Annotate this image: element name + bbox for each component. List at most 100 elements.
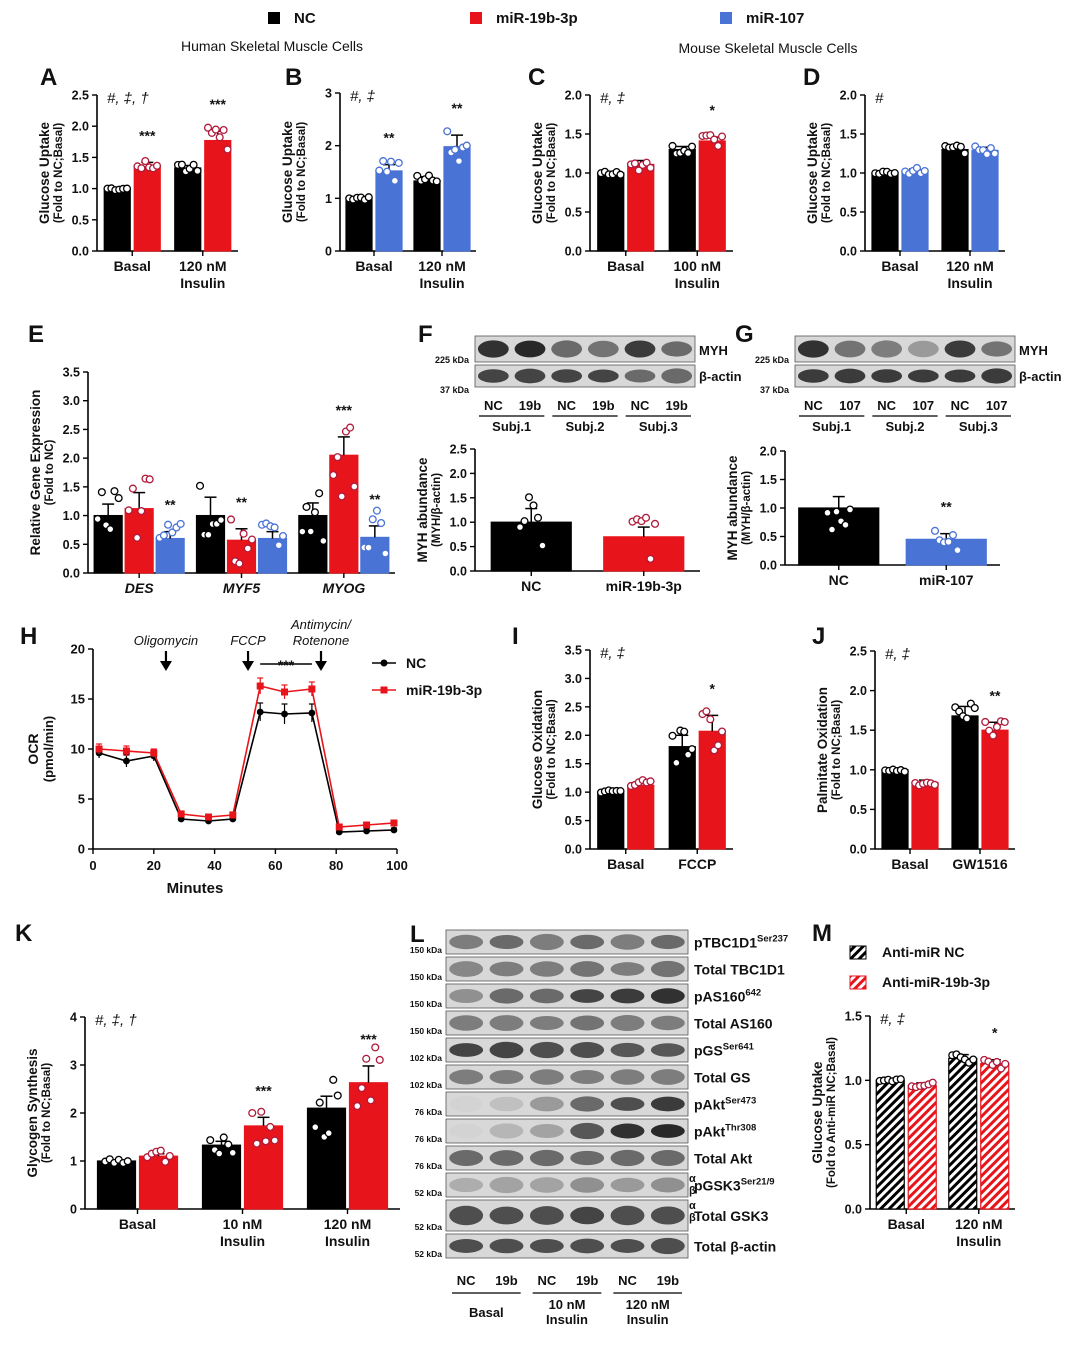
y-axis-label: Glucose Uptake [810,1061,825,1164]
h-legend-nc-label: NC [406,655,426,671]
blot-strip [445,1064,689,1090]
data-point [390,176,399,185]
lane-label: NC [877,398,896,413]
blot-band [871,369,903,383]
lane-label: NC [631,398,650,413]
y-tick-label: 5 [78,792,85,807]
kda-marker: 150 kDa [410,1026,442,1036]
lane-label: 19b [665,398,687,413]
bar [103,188,131,252]
data-point [371,1043,380,1052]
blot-row-label-sup: Ser237 [757,934,788,945]
blot-row-label: Total β-actin [694,1239,776,1255]
data-point [315,1098,324,1107]
data-point [306,527,315,536]
data-point [176,519,185,528]
blot-band [570,1150,605,1166]
data-point [710,135,719,144]
data-point [706,715,715,724]
group-label: Basal [607,258,644,274]
significance-marks: #, ‡ [600,90,626,107]
data-point [353,1102,362,1111]
blot-band [449,1069,484,1085]
data-point [308,685,316,693]
y-axis-sublabel: (Fold to NC;Basal) [41,1063,53,1163]
data-point [219,125,228,135]
data-point [337,492,346,501]
blot-row-label: Total Akt [694,1151,753,1167]
blot-row-label: Total TBC1D1 [694,962,785,978]
bar [907,1084,937,1210]
group-label: Basal [888,1216,925,1232]
data-point [982,150,991,159]
blot-band [449,1095,484,1113]
y-tick-label: 0.0 [760,559,777,573]
group-label: MYF5 [223,580,261,596]
data-point [992,1057,1001,1067]
data-point [646,554,655,563]
chart-g: G 0.0 0.5 1.0 1.5 2.0 MYH abundance (MYH/β-acti… [725,321,1000,588]
bar [980,1063,1010,1210]
y-axis-sublabel: (MYH/β-actin) [431,473,443,547]
data-point [981,717,990,727]
blot-strip [445,983,689,1009]
group-label: 120 nM [955,1216,1002,1232]
blot-row-label-sup: Ser21/9 [741,1177,775,1188]
blot-row-label: β-actin [1019,369,1062,384]
blot-band [489,1041,524,1059]
injection-label: Oligomycin [134,633,198,648]
blot-row-label-main: Total GS [694,1070,751,1086]
bar [698,140,726,252]
data-point [960,149,969,158]
blot-band [449,988,484,1004]
data-point [454,157,464,166]
blot-row-label: Total AS160 [694,1016,773,1032]
blot-row-label-sup: Thr308 [725,1123,756,1134]
kda-marker: 150 kDa [410,972,442,982]
blot-band [981,341,1013,357]
group-label: Basal [119,1216,156,1232]
significance-star: *** [360,1031,377,1047]
chart-j: J 0.0 0.5 1.0 1.5 2.0 2.5 Palmitate Oxidation (F… [812,623,1015,872]
data-point [386,157,396,166]
y-tick-label: 1.5 [565,757,582,771]
significance-star: ** [165,497,176,513]
data-point [948,531,958,540]
data-point [239,529,248,538]
x-tick-label: 40 [207,858,221,873]
y-tick-label: 0.0 [63,567,80,581]
data-point [137,164,146,173]
data-point [912,163,921,172]
legend-swatch-nc [268,12,280,24]
bar [133,166,161,252]
blot-band [650,1177,685,1193]
significance-star: ** [236,494,247,510]
bar [627,784,655,850]
data-point [122,747,130,755]
blot-band [610,962,645,976]
y-tick-label: 1.0 [72,182,89,196]
bar [306,1107,347,1210]
blot-band [477,340,509,358]
blot-band [834,340,866,358]
y-axis-label: Glucose Uptake [37,121,52,224]
data-point [928,1078,937,1087]
kda-marker: 52 kDa [415,1249,443,1259]
blot-band [529,988,564,1004]
data-point [350,482,359,491]
bar [951,715,979,850]
panel-letter-a: A [40,64,57,91]
data-point [333,453,342,462]
blot-band [489,1015,524,1031]
h-legend: NC miR-19b-3p [372,655,482,698]
data-point [366,1096,375,1105]
y-tick-label: 15 [71,692,85,707]
data-point [224,1140,233,1149]
y-tick-label: 3.5 [63,366,80,380]
data-point [432,177,441,186]
data-point [223,145,232,154]
x-tick-label: 100 [386,858,408,873]
group-label: Insulin [220,1233,265,1249]
group-label: Insulin [419,275,464,291]
